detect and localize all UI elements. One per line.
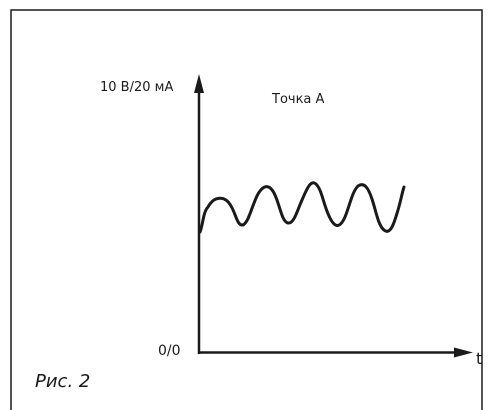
- signal-curve: [198, 181, 406, 234]
- origin-label: 0/0: [158, 343, 181, 359]
- figure-caption: Рис. 2: [35, 371, 91, 392]
- x-axis-label: t: [476, 349, 482, 368]
- x-axis-arrow: [454, 347, 473, 358]
- y-axis-max-label: 10 В/20 мА: [100, 80, 173, 95]
- series-label: Точка A: [271, 92, 325, 107]
- y-axis-arrow: [194, 74, 204, 93]
- frame-border: [10, 9, 483, 410]
